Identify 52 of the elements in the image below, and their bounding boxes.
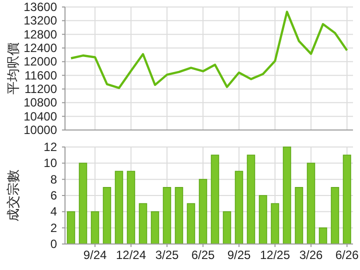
bar <box>306 162 316 244</box>
bar <box>294 187 304 244</box>
y-tick-label: 4 <box>50 204 58 219</box>
y-tick-label: 8 <box>50 172 58 186</box>
y-tick-label: 12400 <box>24 41 58 55</box>
y-tick-label: 13200 <box>24 14 58 28</box>
x-tick-label: 6/26 <box>335 248 359 262</box>
y-tick-label: 10400 <box>24 109 58 124</box>
x-tick-label: 12/24 <box>116 248 146 262</box>
bar <box>66 211 76 244</box>
line-series <box>70 10 348 90</box>
x-tick-label: 6/25 <box>191 248 215 262</box>
y-tick-label: 11200 <box>24 82 58 96</box>
y-tick-label: 12 <box>44 140 58 154</box>
bar <box>90 211 100 244</box>
bar <box>258 195 268 244</box>
bar <box>162 187 172 244</box>
bar <box>270 203 280 244</box>
y-tick-label: 11600 <box>24 68 58 82</box>
bar <box>198 178 208 244</box>
bar <box>102 187 112 244</box>
x-tick-label: 3/26 <box>299 248 323 262</box>
bar <box>174 187 184 244</box>
bar <box>282 146 292 244</box>
y-tick-label: 12800 <box>24 27 58 42</box>
y-tick-label: 10800 <box>24 96 58 110</box>
y-axis-title: 平均呎價 <box>6 42 20 94</box>
y-axis-title: 成交宗數 <box>6 170 20 222</box>
bar <box>138 203 148 244</box>
bar <box>78 162 88 244</box>
x-tick-label: 9/25 <box>227 248 251 262</box>
bar <box>222 211 232 244</box>
y-tick-label: 10 <box>44 156 58 170</box>
y-tick-label: 6 <box>50 188 58 202</box>
y-tick-label: 12000 <box>24 54 58 69</box>
x-tick-label: 9/24 <box>83 248 107 262</box>
bar <box>234 170 244 244</box>
y-tick-label: 2 <box>50 220 58 235</box>
bar <box>186 203 196 244</box>
x-tick-label: 3/25 <box>155 248 179 262</box>
bar <box>246 154 256 244</box>
bar <box>318 227 328 244</box>
bar <box>150 211 160 244</box>
bar <box>126 170 136 244</box>
y-tick-label: 0 <box>50 237 58 251</box>
y-tick-label: 13600 <box>24 0 58 14</box>
bar <box>342 154 352 244</box>
bar <box>114 170 124 244</box>
x-tick-label: 12/25 <box>260 248 290 262</box>
y-tick-label: 10000 <box>24 123 58 137</box>
bar <box>210 154 220 244</box>
bar <box>330 187 340 244</box>
